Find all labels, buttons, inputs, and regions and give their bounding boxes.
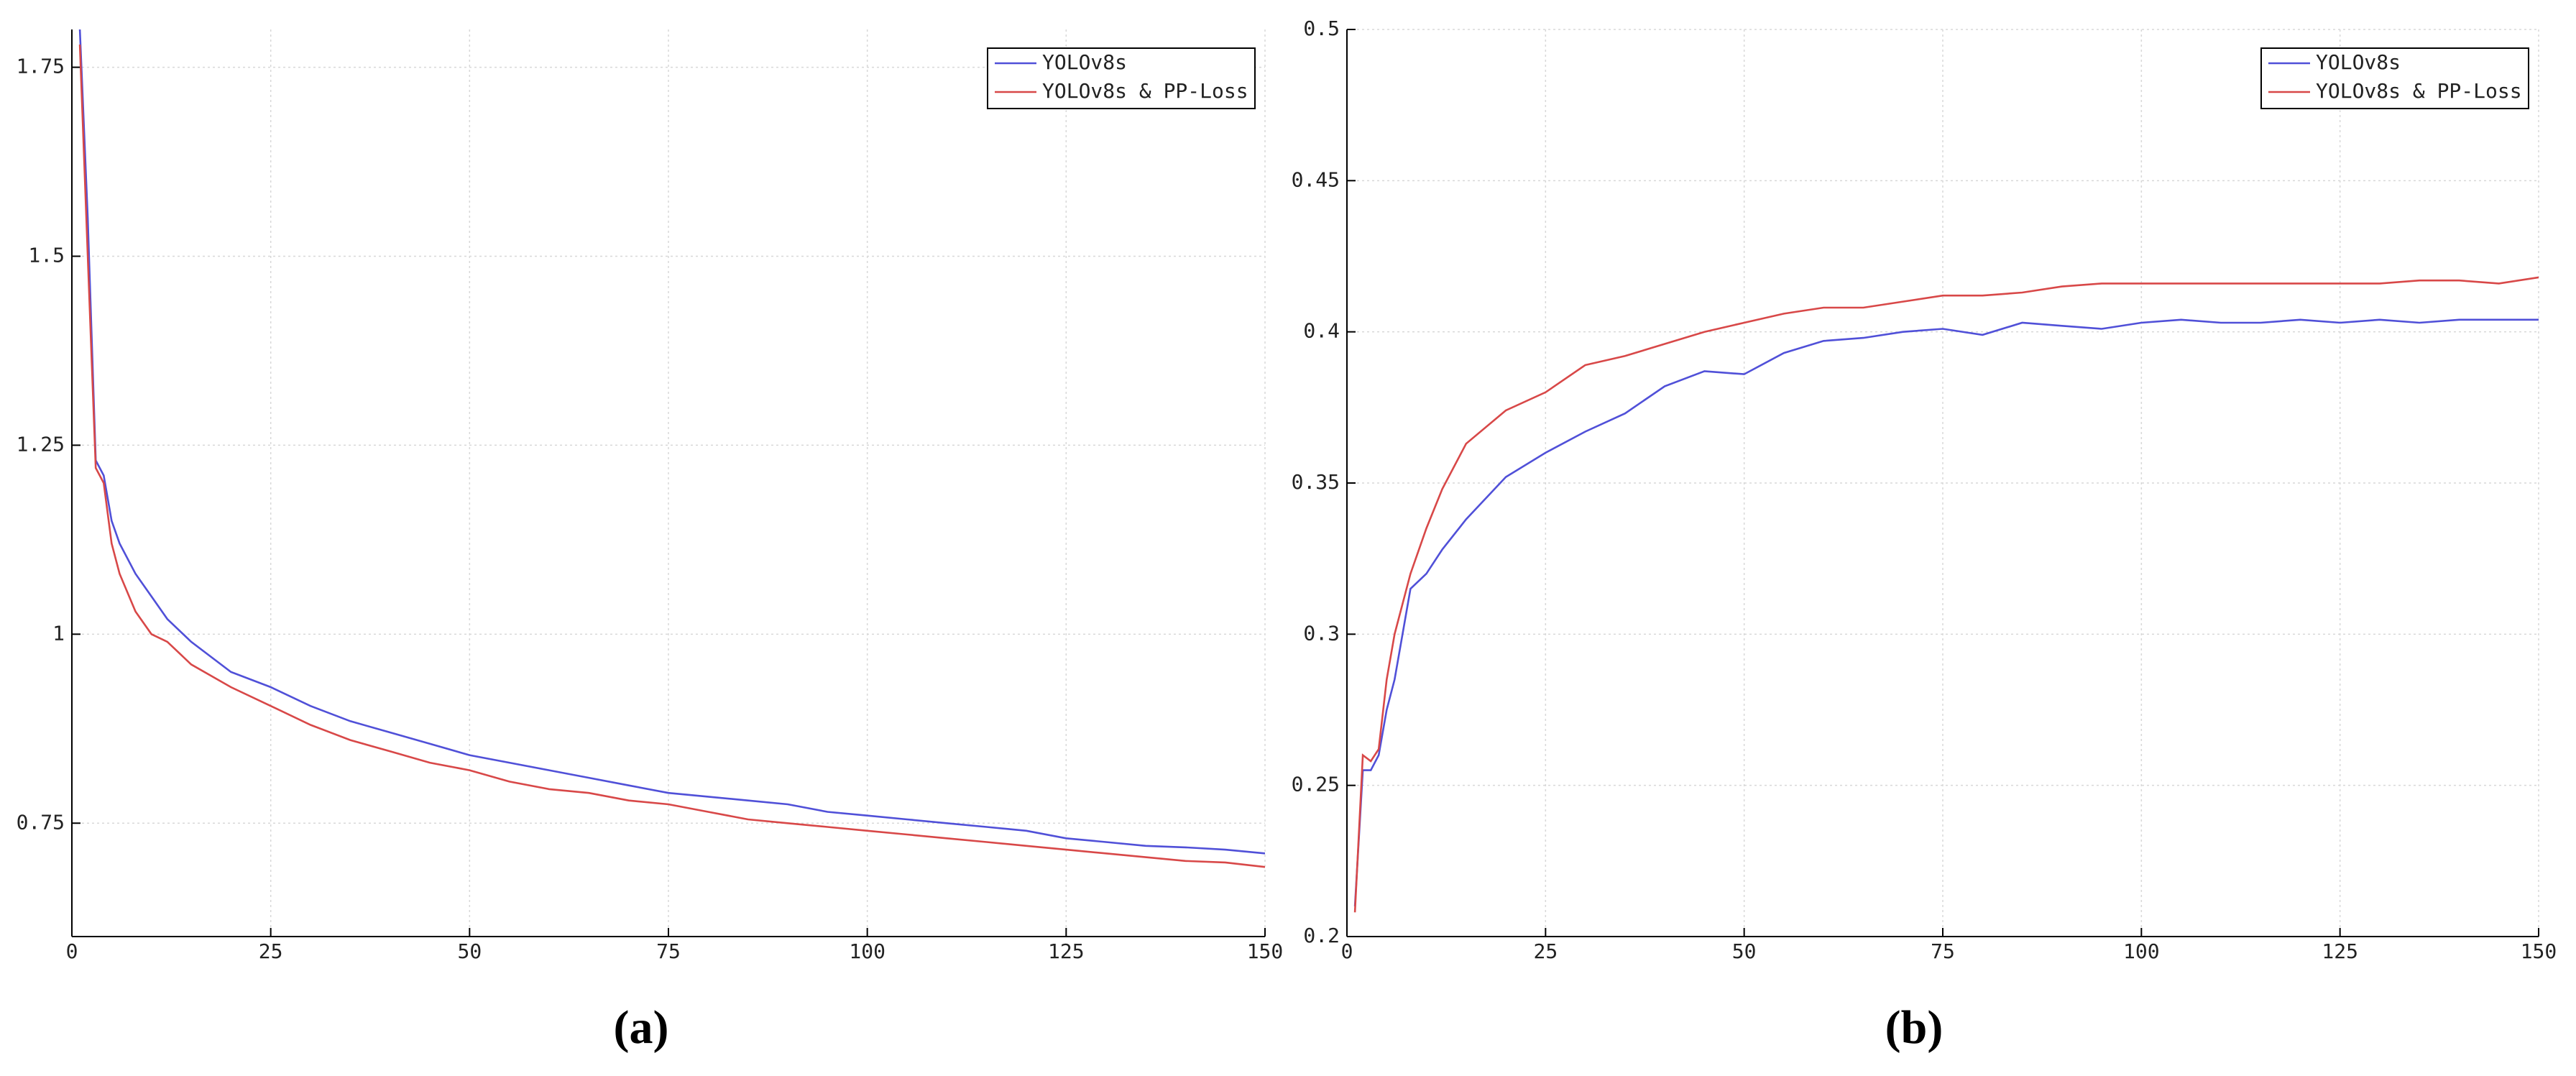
y-tick-label: 0.2 (1303, 924, 1340, 947)
x-tick-label: 0 (1341, 939, 1353, 963)
legend-box (987, 47, 1256, 109)
x-tick-label: 25 (259, 939, 283, 963)
legend-label: YOLOv8s & PP-Loss (2316, 79, 2522, 103)
y-tick-label: 0.45 (1292, 167, 1340, 191)
legend-label: YOLOv8s (1042, 50, 1127, 74)
y-tick-label: 1 (52, 621, 65, 645)
x-tick-label: 25 (1533, 939, 1558, 963)
x-tick-label: 100 (2123, 939, 2160, 963)
x-tick-label: 75 (1931, 939, 1955, 963)
x-tick-label: 100 (849, 939, 886, 963)
caption: (b) (1885, 1001, 1944, 1054)
y-tick-label: 1.5 (28, 244, 65, 267)
x-tick-label: 0 (66, 939, 78, 963)
y-tick-label: 1.25 (17, 432, 65, 456)
y-tick-label: 0.3 (1303, 621, 1340, 645)
legend: YOLOv8s YOLOv8s & PP-Loss (2260, 47, 2529, 109)
series-line (1353, 318, 2539, 906)
x-tick-label: 50 (1732, 939, 1757, 963)
series-line (78, 29, 1265, 855)
x-tick-label: 125 (2322, 939, 2358, 963)
legend: YOLOv8s YOLOv8s & PP-Loss (987, 47, 1256, 109)
x-tick-label: 150 (2521, 939, 2557, 963)
legend-box (2260, 47, 2529, 109)
y-tick-label: 0.25 (1292, 773, 1340, 796)
legend-label: YOLOv8s (2316, 50, 2401, 74)
x-tick-label: 150 (1247, 939, 1284, 963)
x-tick-label: 75 (656, 939, 681, 963)
y-tick-label: 1.75 (17, 55, 65, 78)
x-tick-label: 50 (457, 939, 482, 963)
y-tick-label: 0.5 (1303, 17, 1340, 40)
chart: 0.2 0.25 0.3 0.35 0.4 0.45 0.5 0 25 50 75 100 125 150… (1292, 17, 2557, 1054)
y-tick-label: 0.35 (1292, 470, 1340, 494)
caption: (a) (614, 1001, 669, 1054)
legend-label: YOLOv8s & PP-Loss (1042, 79, 1248, 103)
series-line (78, 44, 1265, 868)
y-tick-label: 0.75 (17, 810, 65, 834)
y-tick-label: 0.4 (1303, 319, 1340, 343)
series-line (1353, 276, 2539, 913)
x-tick-label: 125 (1048, 939, 1085, 963)
